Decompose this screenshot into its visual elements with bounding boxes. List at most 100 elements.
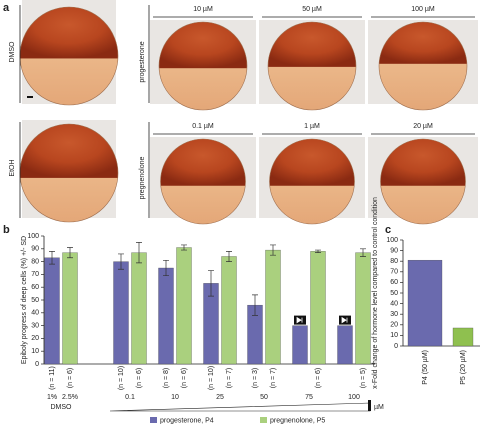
- legend-swatch: [260, 417, 267, 423]
- y-tick-label: 50: [390, 290, 398, 297]
- bar: [221, 256, 237, 365]
- y-tick-label: 100: [386, 237, 398, 244]
- error-bar: [67, 247, 73, 259]
- row-treatment: progesterone: [139, 41, 146, 82]
- y-tick-label: 0: [394, 343, 398, 350]
- error-bar: [181, 244, 187, 251]
- y-tick-label: 90: [31, 246, 39, 253]
- y-tick-label: 60: [390, 279, 398, 286]
- error-bar: [252, 294, 258, 316]
- bar: [355, 252, 371, 365]
- bar: [310, 251, 326, 365]
- y-tick-label: 40: [390, 300, 398, 307]
- n-label: (n = 6): [136, 368, 143, 388]
- dose-label: 1 µM: [304, 123, 320, 130]
- y-tick-label: 100: [27, 233, 39, 240]
- x-tick-label: 50: [260, 394, 268, 401]
- n-label: (n = 11): [49, 366, 56, 390]
- x-tick-label: P4 (50 µM): [422, 350, 429, 385]
- bar: [44, 257, 60, 365]
- x-tick-label: DMSO: [51, 404, 73, 411]
- x-tick-label: 0.1: [125, 394, 135, 401]
- x-tick-label: 10: [171, 394, 179, 401]
- wedge-end: [368, 400, 371, 411]
- n-label: (n = 7): [270, 368, 277, 388]
- embryo-images: [19, 0, 478, 225]
- y-tick-label: 80: [390, 258, 398, 265]
- y-tick-label: 10: [31, 348, 39, 355]
- n-label: (n = 10): [118, 366, 125, 390]
- rim: [269, 138, 355, 225]
- error-bar: [226, 251, 232, 262]
- legend-swatch: [150, 417, 157, 423]
- n-label: (n = 7): [226, 368, 233, 388]
- y-tick-label: 30: [390, 311, 398, 318]
- y-tick-label: 90: [390, 247, 398, 254]
- dose-label: 20 µM: [413, 123, 433, 130]
- error-bar: [270, 244, 276, 256]
- error-bar: [49, 251, 55, 265]
- y-axis-label: Epiboly progress of deep cells (%) +/- S…: [21, 236, 28, 364]
- rim: [380, 138, 466, 225]
- n-label: (n = 6): [315, 368, 322, 388]
- rim: [158, 21, 248, 111]
- y-tick-label: 70: [31, 271, 39, 278]
- error-bar: [315, 249, 321, 253]
- y-tick-label: 60: [31, 284, 39, 291]
- x-tick-label: 25: [216, 394, 224, 401]
- x-tick-label: 1%: [47, 394, 57, 401]
- y-tick-label: 70: [390, 269, 398, 276]
- dose-label: 100 µM: [411, 6, 435, 13]
- icon-glyph: [296, 316, 303, 324]
- row-label: EtOH: [9, 159, 16, 176]
- error-bar: [360, 248, 366, 257]
- y-tick-label: 40: [31, 310, 39, 317]
- n-label: (n = 6): [67, 368, 74, 388]
- panel-label: b: [3, 224, 10, 236]
- icon-glyph: [341, 316, 348, 324]
- error-bar: [136, 242, 142, 264]
- row-label: DMSO: [9, 41, 16, 63]
- n-label: (n = 3): [252, 368, 259, 388]
- bar: [265, 249, 281, 365]
- bar: [113, 261, 129, 365]
- y-tick-label: 50: [31, 297, 39, 304]
- rim: [267, 21, 357, 111]
- y-tick-label: 30: [31, 322, 39, 329]
- bar: [292, 325, 308, 365]
- unit-label: µM: [374, 404, 384, 411]
- y-tick-label: 20: [390, 322, 398, 329]
- y-tick-label: 10: [390, 332, 398, 339]
- x-tick-label: P5 (20 µM): [460, 350, 467, 385]
- bar: [176, 247, 192, 365]
- bar: [131, 252, 147, 365]
- bar: [337, 325, 353, 365]
- panel-label: c: [385, 224, 391, 236]
- x-tick-label: 75: [305, 394, 313, 401]
- n-label: (n = 6): [181, 368, 188, 388]
- dose-label: 0.1 µM: [192, 123, 214, 130]
- x-tick-label: 2.5%: [62, 394, 78, 401]
- legend-label: pregnenolone, P5: [270, 417, 325, 424]
- dose-label: 50 µM: [302, 6, 322, 13]
- bar: [407, 259, 443, 347]
- rim: [160, 138, 246, 225]
- scale-bar: [27, 96, 33, 98]
- x-tick-label: 100: [348, 394, 360, 401]
- n-label: (n = 8): [163, 368, 170, 388]
- bar: [158, 267, 174, 365]
- panel-label: a: [3, 2, 10, 14]
- row-treatment: pregnenolone: [139, 156, 146, 199]
- error-bar: [208, 270, 214, 297]
- bar: [452, 327, 474, 347]
- dose-wedge: [109, 402, 371, 412]
- bar: [62, 252, 78, 365]
- legend-label: progesterone, P4: [160, 417, 214, 424]
- y-tick-label: 0: [35, 361, 39, 368]
- rim: [378, 21, 468, 111]
- error-bar: [163, 259, 169, 277]
- error-bar: [118, 253, 124, 270]
- y-tick-label: 80: [31, 258, 39, 265]
- y-axis-label: x-Fold change of hormone level compared …: [372, 197, 379, 389]
